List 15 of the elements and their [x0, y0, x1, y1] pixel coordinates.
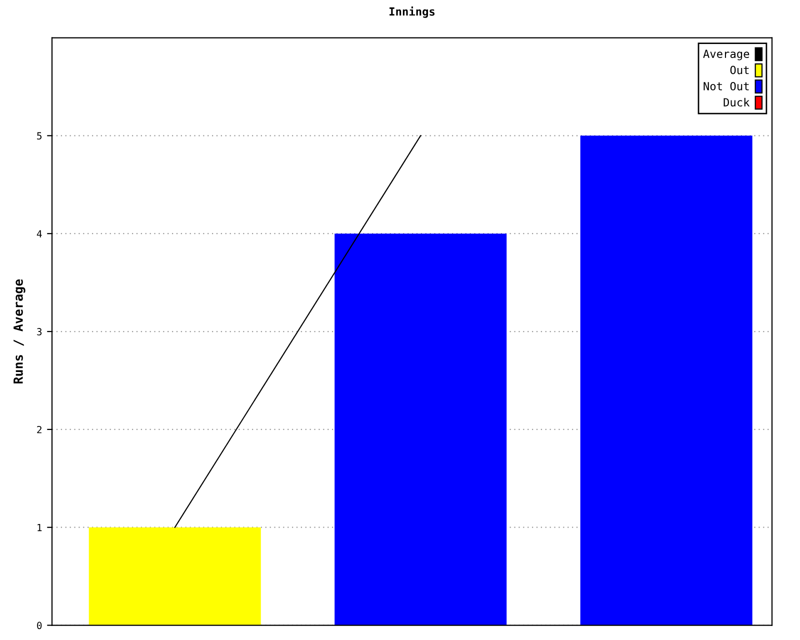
legend-label: Duck: [724, 98, 750, 107]
y-tick-label: 3: [37, 328, 42, 336]
legend-label: Average: [703, 50, 750, 60]
y-tick-label: 5: [37, 132, 42, 140]
y-tick-label: 2: [37, 426, 42, 434]
chart-title: Innings: [390, 6, 435, 18]
legend-label: Out: [730, 66, 749, 74]
bar: [88, 527, 261, 626]
y-tick-label: 4: [36, 230, 42, 238]
bar: [334, 234, 507, 626]
bar: [580, 136, 752, 626]
legend-label: Not Out: [704, 82, 749, 90]
y-axis-title: Runs / Average: [14, 279, 26, 384]
y-tick-label: 1: [38, 524, 42, 532]
y-tick-label: 0: [37, 622, 42, 630]
